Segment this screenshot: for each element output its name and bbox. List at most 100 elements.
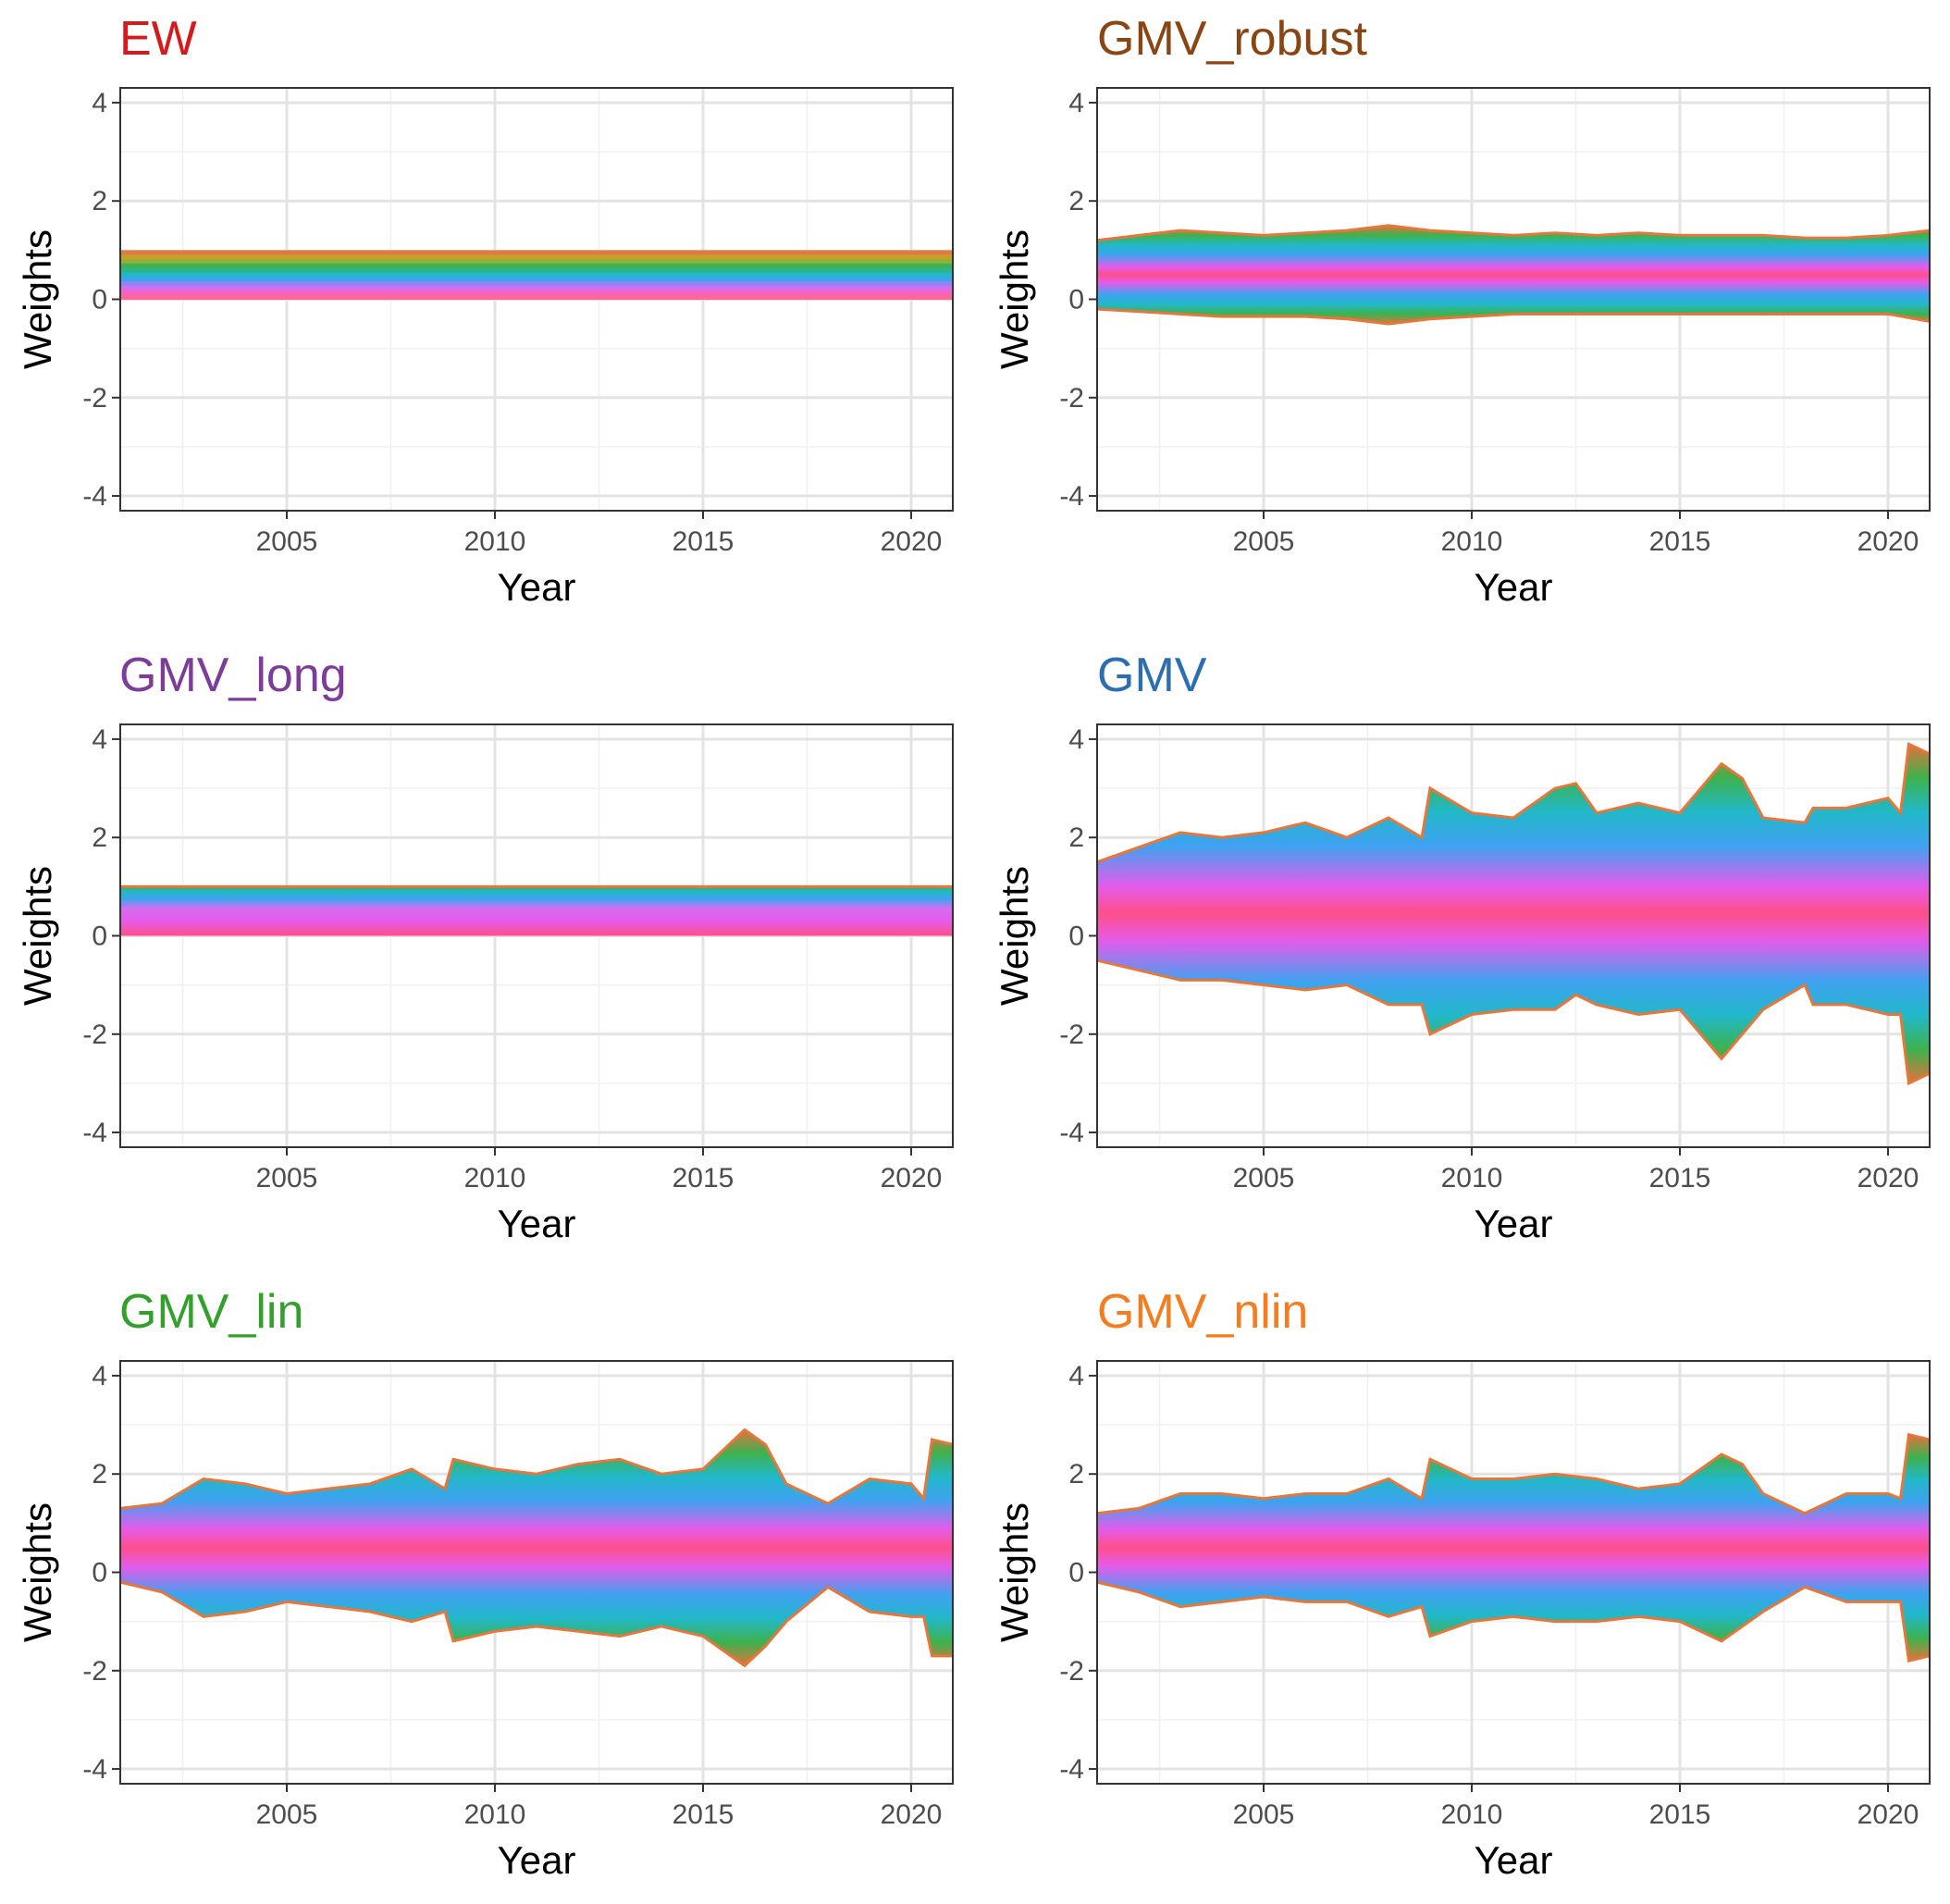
ew-weight-band: [120, 267, 953, 274]
gmv-y-tick-label: -2: [1059, 1020, 1084, 1050]
gmv-nlin-x-tick-label: 2010: [1441, 1799, 1503, 1830]
ew-weight-band: [120, 259, 953, 265]
gmv-nlin-lower-edge: [1096, 1580, 1931, 1663]
panel-gmv: GMV -4 -2 0 2 4 2005 2010 2015 2020 Year Weights: [993, 649, 1931, 1245]
ew-x-tick-label: 2010: [464, 526, 526, 557]
gmv-robust-x-tick-label: 2015: [1649, 526, 1711, 557]
panel-gmv-nlin-plot: -4 -2 0 2 4 2005 2010 2015 2020 Year Weights: [993, 1360, 1931, 1882]
gmv-nlin-y-tick-label: 2: [1068, 1459, 1084, 1490]
gmv-long-x-tick-label: 2010: [464, 1163, 526, 1193]
ew-weight-band: [120, 272, 953, 278]
gmv-long-x-axis-title: Year: [498, 1202, 576, 1245]
gmv-robust-x-tick-label: 2005: [1233, 526, 1295, 557]
gmv-robust-x-tick-label: 2010: [1441, 526, 1503, 557]
gmv-long-x-tick-label: 2020: [881, 1163, 943, 1193]
gmv-lin-x-tick-label: 2020: [881, 1799, 943, 1830]
gmv-robust-x-axis-title: Year: [1475, 565, 1553, 609]
gmv-nlin-upper-edge: [1096, 1432, 1931, 1515]
gmv-robust-upper-edge: [1096, 224, 1931, 242]
gmv-robust-y-tick-label: 0: [1068, 285, 1084, 315]
gmv-weights-area: [1097, 744, 1930, 1083]
gmv-lin-y-tick-label: 2: [92, 1459, 107, 1490]
gmv-nlin-y-tick-label: -4: [1059, 1754, 1084, 1785]
gmv-robust-weights-area: [1097, 225, 1930, 325]
panel-title-gmv-nlin: GMV_nlin: [1097, 1285, 1308, 1339]
panel-ew-plot: -4 -2 0 2 4 2005 2010 2015 2020 Year Weights: [16, 87, 954, 609]
gmv-robust-x-tick-label: 2020: [1857, 526, 1919, 557]
ew-y-axis-title: Weights: [16, 229, 59, 369]
ew-weight-band: [120, 263, 953, 269]
gmv-lin-lower-edge: [119, 1580, 953, 1668]
panel-title-ew: EW: [119, 12, 197, 66]
gmv-long-y-tick-label: 0: [92, 921, 107, 952]
panel-title-gmv: GMV: [1097, 649, 1207, 702]
gmv-lin-upper-edge: [119, 1428, 954, 1510]
panel-title-gmv-long: GMV_long: [119, 649, 347, 702]
gmv-upper-edge: [1096, 742, 1931, 864]
gmv-lin-y-tick-label: -4: [82, 1754, 107, 1785]
gmv-long-y-axis-title: Weights: [16, 866, 59, 1006]
gmv-robust-y-axis-title: Weights: [993, 229, 1036, 369]
gmv-y-tick-label: 0: [1068, 921, 1084, 952]
gmv-x-tick-label: 2005: [1233, 1163, 1295, 1193]
panel-gmv-robust-plot: -4 -2 0 2 4 2005 2010 2015 2020 Year Weights: [993, 87, 1931, 609]
panel-gmv-nlin: GMV_nlin -4 -2 0 2 4 2005 2010 2015 2020 Year Weig…: [993, 1285, 1931, 1882]
ew-weight-band: [120, 254, 953, 260]
gmv-nlin-weights-area: [1097, 1434, 1930, 1662]
gmv-nlin-y-tick-label: 0: [1068, 1558, 1084, 1589]
gmv-long-weights-area: [120, 886, 953, 936]
gmv-lin-x-tick-label: 2005: [256, 1799, 318, 1830]
ew-weight-band: [120, 286, 953, 291]
gmv-lin-x-axis-title: Year: [498, 1838, 576, 1882]
ew-weight-band: [120, 277, 953, 282]
gmv-long-x-tick-label: 2005: [256, 1163, 318, 1193]
gmv-robust-lower-edge: [1096, 307, 1931, 326]
panel-gmv-long: GMV_long -4 -2 0 2 4 2005 2010 2015 2020 Year Weig…: [16, 649, 954, 1245]
gmv-lin-y-tick-label: 0: [92, 1558, 107, 1589]
gmv-x-tick-label: 2015: [1649, 1163, 1711, 1193]
gmv-lin-y-tick-label: -2: [82, 1656, 107, 1687]
gmv-x-tick-label: 2010: [1441, 1163, 1503, 1193]
panel-gmv-lin-plot: -4 -2 0 2 4 2005 2010 2015 2020 Year Weights: [16, 1360, 954, 1882]
gmv-x-tick-label: 2020: [1857, 1163, 1919, 1193]
ew-y-tick-label: 2: [92, 186, 107, 216]
gmv-robust-y-tick-label: -4: [1059, 481, 1084, 512]
gmv-x-axis-title: Year: [1475, 1202, 1553, 1245]
gmv-long-x-tick-label: 2015: [673, 1163, 734, 1193]
gmv-robust-y-tick-label: -2: [1059, 383, 1084, 414]
gmv-nlin-x-tick-label: 2005: [1233, 1799, 1295, 1830]
panel-title-gmv-lin: GMV_lin: [119, 1285, 303, 1339]
gmv-lower-edge: [1096, 958, 1931, 1086]
gmv-nlin-y-tick-label: -2: [1059, 1656, 1084, 1687]
panel-gmv-long-plot: -4 -2 0 2 4 2005 2010 2015 2020 Year Weights: [16, 723, 954, 1245]
gmv-nlin-y-tick-label: 4: [1068, 1361, 1084, 1391]
ew-weight-band: [120, 250, 953, 255]
ew-weight-band: [120, 281, 953, 287]
ew-weight-band: [120, 294, 953, 300]
panel-gmv-plot: -4 -2 0 2 4 2005 2010 2015 2020 Year Weights: [993, 723, 1931, 1245]
panel-title-gmv-robust: GMV_robust: [1097, 12, 1367, 66]
ew-y-tick-label: -4: [82, 481, 107, 512]
panel-gmv-lin: GMV_lin -4 -2 0 2 4 2005 2010 2015 2020 Year Weigh…: [16, 1285, 954, 1882]
gmv-lin-x-tick-label: 2010: [464, 1799, 526, 1830]
ew-x-tick-label: 2020: [881, 526, 943, 557]
gmv-nlin-y-axis-title: Weights: [993, 1502, 1036, 1642]
gmv-nlin-x-tick-label: 2015: [1649, 1799, 1711, 1830]
gmv-lin-y-tick-label: 4: [92, 1361, 107, 1391]
gmv-lin-weights-area: [120, 1429, 953, 1666]
gmv-y-axis-title: Weights: [993, 866, 1036, 1006]
gmv-y-tick-label: 4: [1068, 724, 1084, 755]
gmv-lin-x-tick-label: 2015: [673, 1799, 734, 1830]
ew-x-tick-label: 2015: [673, 526, 734, 557]
gmv-y-tick-label: 2: [1068, 822, 1084, 853]
gmv-long-y-tick-label: 4: [92, 724, 107, 755]
ew-y-tick-label: -2: [82, 383, 107, 414]
ew-x-tick-label: 2005: [256, 526, 318, 557]
ew-y-tick-label: 0: [92, 285, 107, 315]
gmv-long-y-tick-label: 2: [92, 822, 107, 853]
gmv-y-tick-label: -4: [1059, 1118, 1084, 1148]
gmv-nlin-x-tick-label: 2020: [1857, 1799, 1919, 1830]
panel-gmv-robust: GMV_robust -4 -2 0 2 4 2005 2010 2015 2020 Year We…: [993, 12, 1931, 609]
gmv-lin-y-axis-title: Weights: [16, 1502, 59, 1642]
